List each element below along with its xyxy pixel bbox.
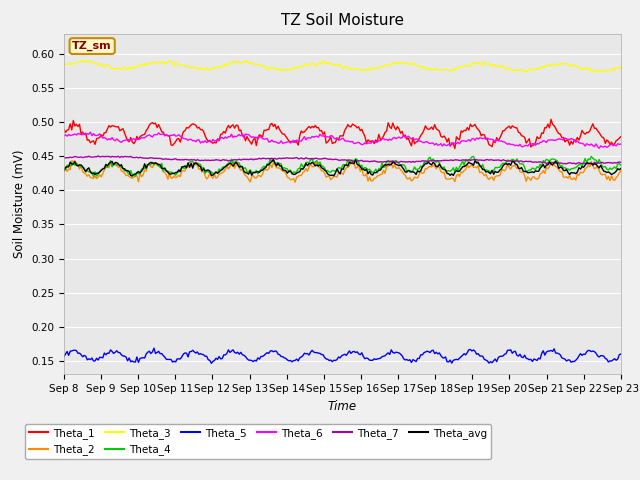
Theta_6 [617, 141, 625, 147]
Theta_3 [226, 60, 234, 66]
Theta_7 [617, 159, 625, 165]
Theta_5 [617, 351, 625, 357]
Theta_5 [129, 358, 136, 364]
Theta_7 [130, 155, 138, 160]
Theta_6 [246, 133, 254, 139]
Theta_5 [150, 345, 158, 351]
Theta_1 [244, 137, 252, 143]
Theta_1 [589, 121, 596, 127]
Theta_avg [129, 173, 136, 179]
Theta_5 [229, 347, 237, 353]
Theta_avg [589, 162, 596, 168]
Line: Theta_3: Theta_3 [64, 60, 621, 72]
Theta_7 [94, 153, 102, 159]
Theta_2 [307, 162, 314, 168]
Theta_1 [226, 125, 234, 131]
Theta_5 [207, 360, 215, 366]
Theta_1 [303, 125, 311, 131]
Theta_5 [589, 348, 596, 354]
Line: Theta_1: Theta_1 [64, 120, 621, 149]
Theta_2 [255, 173, 263, 179]
X-axis label: Time: Time [328, 400, 357, 413]
Theta_3 [589, 67, 596, 73]
Theta_1 [254, 134, 262, 140]
Theta_6 [228, 132, 236, 137]
Theta_4 [255, 168, 263, 174]
Theta_5 [248, 358, 255, 363]
Text: TZ_sm: TZ_sm [72, 41, 112, 51]
Theta_7 [246, 156, 254, 162]
Theta_4 [90, 174, 97, 180]
Theta_6 [60, 133, 68, 139]
Theta_avg [228, 161, 236, 167]
Theta_7 [60, 155, 68, 160]
Theta_7 [228, 158, 236, 164]
Theta_avg [269, 156, 277, 162]
Theta_6 [305, 135, 313, 141]
Theta_4 [305, 160, 313, 166]
Theta_6 [588, 141, 595, 147]
Theta_3 [242, 58, 250, 63]
Theta_7 [255, 156, 263, 161]
Line: Theta_6: Theta_6 [64, 132, 621, 148]
Theta_3 [255, 62, 263, 68]
Theta_6 [255, 133, 263, 139]
Theta_2 [291, 180, 299, 185]
Theta_6 [595, 145, 603, 151]
Theta_3 [129, 65, 136, 71]
Theta_1 [60, 127, 68, 132]
Theta_6 [86, 129, 94, 135]
Theta_4 [60, 167, 68, 172]
Theta_2 [617, 168, 625, 174]
Theta_2 [246, 179, 254, 185]
Theta_6 [130, 136, 138, 142]
Theta_5 [257, 354, 265, 360]
Line: Theta_4: Theta_4 [64, 156, 621, 177]
Theta_2 [129, 176, 136, 181]
Theta_2 [229, 158, 237, 164]
Theta_avg [130, 171, 138, 177]
Theta_avg [617, 166, 625, 171]
Theta_3 [617, 64, 625, 70]
Theta_1 [547, 117, 555, 122]
Theta_2 [589, 163, 596, 168]
Theta_4 [228, 156, 236, 162]
Theta_3 [246, 60, 254, 66]
Line: Theta_avg: Theta_avg [64, 159, 621, 176]
Theta_avg [255, 169, 263, 175]
Theta_avg [60, 168, 68, 174]
Theta_avg [307, 161, 314, 167]
Title: TZ Soil Moisture: TZ Soil Moisture [281, 13, 404, 28]
Theta_7 [589, 161, 596, 167]
Theta_7 [588, 160, 595, 166]
Theta_3 [522, 69, 530, 75]
Line: Theta_5: Theta_5 [64, 348, 621, 363]
Theta_avg [246, 168, 254, 174]
Theta_1 [617, 134, 625, 140]
Theta_2 [60, 168, 68, 174]
Line: Theta_2: Theta_2 [64, 161, 621, 182]
Theta_2 [226, 164, 234, 170]
Theta_4 [130, 172, 138, 178]
Theta_3 [305, 61, 313, 67]
Legend: Theta_1, Theta_2, Theta_3, Theta_4, Theta_5, Theta_6, Theta_7, Theta_avg: Theta_1, Theta_2, Theta_3, Theta_4, Thet… [25, 424, 491, 459]
Theta_5 [60, 354, 68, 360]
Theta_3 [60, 62, 68, 68]
Theta_5 [307, 349, 314, 355]
Theta_4 [617, 162, 625, 168]
Theta_4 [246, 167, 254, 173]
Theta_7 [305, 156, 313, 161]
Theta_1 [451, 146, 459, 152]
Y-axis label: Soil Moisture (mV): Soil Moisture (mV) [13, 150, 26, 258]
Theta_4 [589, 156, 596, 161]
Theta_1 [129, 139, 136, 145]
Line: Theta_7: Theta_7 [64, 156, 621, 164]
Theta_4 [470, 154, 477, 159]
